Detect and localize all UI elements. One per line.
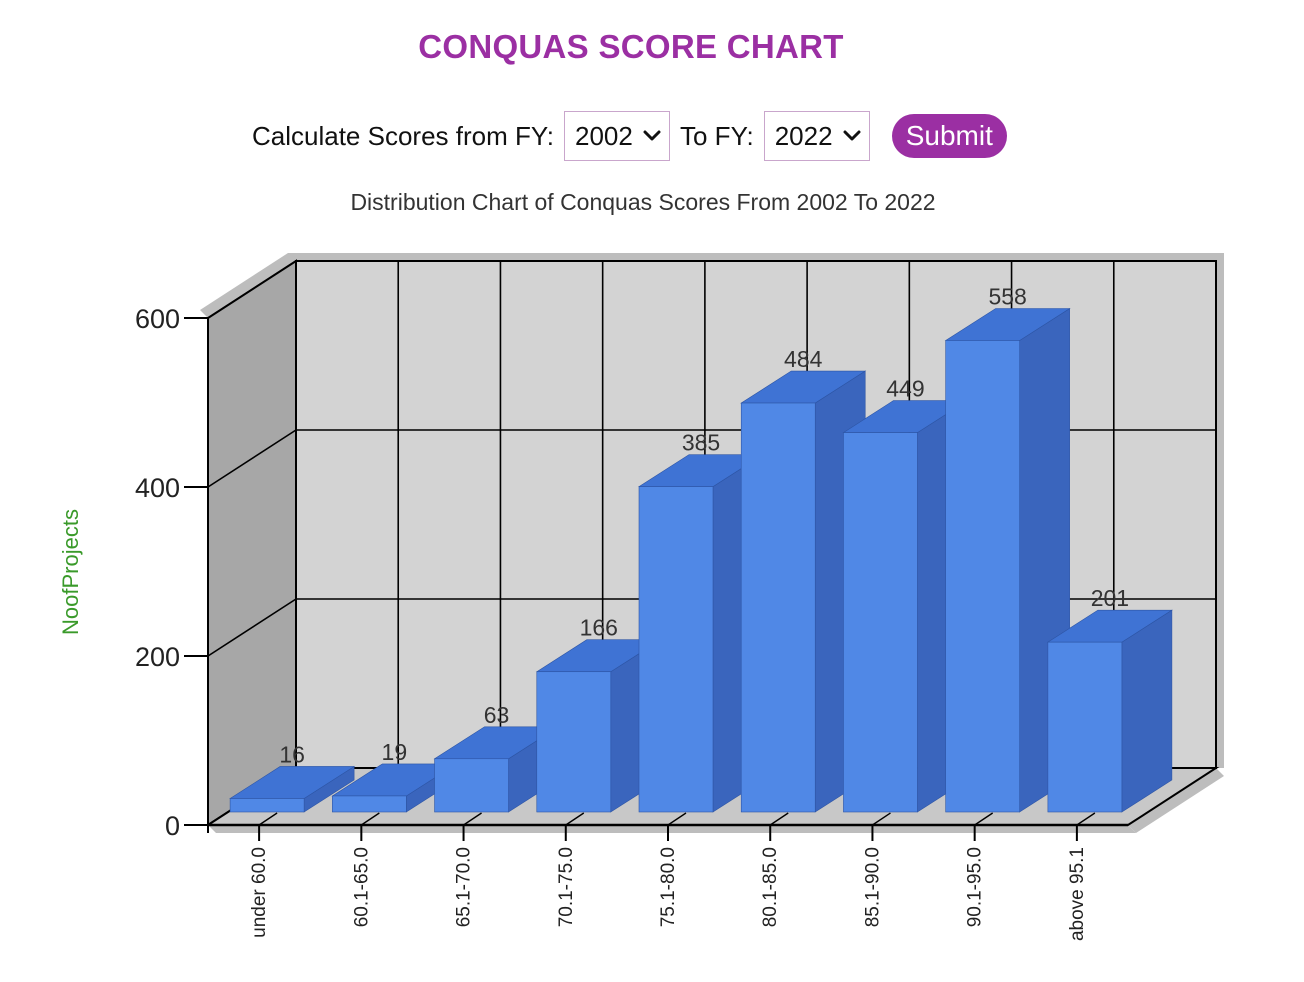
y-tick-label: 0 — [165, 811, 180, 841]
chevron-down-icon — [843, 130, 861, 141]
bar-data-label: 558 — [988, 283, 1026, 309]
x-axis-tick-depth — [463, 812, 482, 826]
year-filter-form: Calculate Scores from FY: 2002 To FY: 20… — [252, 110, 1007, 162]
from-fy-value: 2002 — [575, 120, 633, 151]
bar — [1047, 641, 1123, 813]
y-tick-label: 600 — [135, 304, 180, 334]
bar — [945, 340, 1020, 813]
x-axis-tick-depth — [872, 812, 891, 826]
bar-group: 16 — [229, 741, 356, 813]
y-tick-label: 400 — [135, 473, 180, 503]
chart-title: Distribution Chart of Conquas Scores Fro… — [350, 189, 935, 215]
x-axis-tick-depth — [258, 812, 278, 826]
x-tick-label: 85.1-90.0 — [862, 847, 883, 927]
x-tick-label: 70.1-75.0 — [556, 847, 577, 927]
x-axis-tick-depth — [360, 812, 380, 826]
bar — [536, 671, 612, 813]
to-fy-select[interactable]: 2022 — [763, 111, 870, 161]
left-wall-shadow — [200, 253, 296, 318]
bar-data-label: 16 — [279, 741, 305, 767]
bar-group: 166 — [535, 615, 662, 813]
left-wall-gridline — [207, 598, 297, 657]
bar-data-label: 166 — [580, 615, 618, 641]
left-wall — [207, 259, 297, 827]
bar — [843, 432, 918, 813]
floor-side-shadow — [1128, 768, 1224, 833]
bar-data-label: 63 — [484, 702, 510, 728]
bar-data-label: 385 — [682, 430, 720, 456]
bar-group: 201 — [1046, 585, 1173, 813]
from-fy-select[interactable]: 2002 — [564, 111, 670, 161]
left-wall-gridline — [207, 260, 297, 319]
bar — [740, 402, 816, 813]
submit-button[interactable]: Submit — [891, 114, 1007, 158]
bar — [638, 486, 714, 813]
floor-shadow — [208, 825, 1136, 833]
bar-data-label: 201 — [1091, 585, 1129, 611]
bar — [332, 795, 407, 813]
x-axis-tick-depth — [769, 812, 789, 826]
chevron-down-icon — [643, 130, 661, 141]
x-axis-tick-depth — [565, 812, 585, 826]
x-tick-label: 90.1-95.0 — [965, 847, 986, 927]
bar-data-label: 19 — [382, 739, 408, 765]
to-fy-label: To FY: — [680, 120, 754, 151]
from-fy-label: Calculate Scores from FY: — [252, 120, 554, 151]
left-wall-gridline — [207, 429, 297, 488]
x-tick-label: above 95.1 — [1067, 847, 1088, 941]
bar — [229, 798, 305, 813]
x-axis-tick-depth — [1076, 812, 1096, 826]
to-fy-value: 2022 — [774, 120, 833, 151]
x-tick-label: 65.1-70.0 — [454, 847, 475, 927]
bar-data-label: 449 — [886, 376, 924, 402]
bar-data-label: 484 — [784, 346, 823, 372]
x-tick-label: 60.1-65.0 — [351, 847, 372, 927]
bar — [434, 758, 509, 813]
x-tick-label: under 60.0 — [249, 847, 270, 938]
x-axis-tick-depth — [974, 812, 994, 826]
y-axis-label: NoofProjects — [58, 509, 83, 635]
x-tick-label: 80.1-85.0 — [760, 847, 781, 927]
page-title: CONQUAS SCORE CHART — [418, 28, 844, 65]
bar-side — [1121, 609, 1173, 813]
x-axis-tick-depth — [667, 812, 687, 826]
y-tick-label: 200 — [135, 642, 180, 672]
x-tick-label: 75.1-80.0 — [658, 847, 679, 927]
